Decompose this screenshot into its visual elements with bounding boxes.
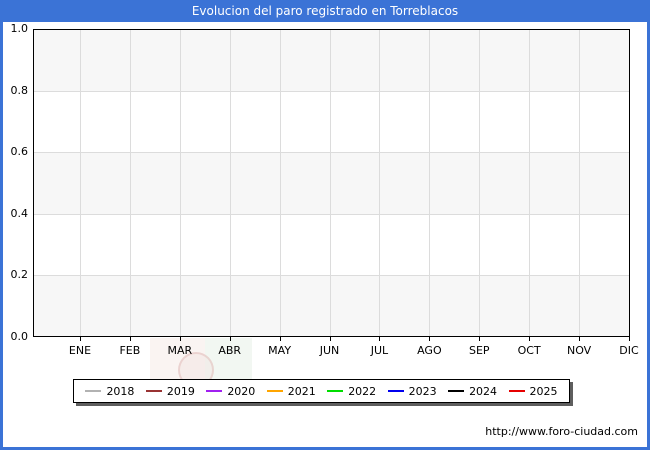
plot-band	[34, 30, 629, 92]
v-gridline	[379, 30, 381, 336]
legend-item: 2024	[448, 385, 497, 398]
v-gridline	[529, 30, 531, 336]
legend-line-swatch	[448, 390, 465, 392]
legend-item: 2020	[206, 385, 255, 398]
x-tick	[529, 337, 531, 341]
x-tick-label: ENE	[68, 344, 92, 357]
y-tick-label: 0.2	[10, 268, 29, 282]
legend-line-swatch	[266, 390, 283, 392]
watermark-coat-of-arms	[150, 338, 252, 402]
legend-year-label: 2021	[287, 384, 316, 398]
h-gridline	[34, 274, 629, 276]
legend-line-swatch	[387, 390, 404, 392]
v-gridline	[129, 30, 131, 336]
x-tick-label: AGO	[417, 344, 442, 357]
legend-line-swatch	[145, 390, 162, 392]
v-gridline	[279, 30, 281, 336]
y-tick-label: 0.4	[10, 206, 29, 220]
x-tick	[429, 337, 431, 341]
footer-url[interactable]: http://www.foro-ciudad.com	[485, 425, 638, 438]
legend-line-swatch	[206, 390, 223, 392]
x-tick-label: JUL	[370, 344, 389, 357]
v-gridline	[629, 30, 630, 336]
legend: 2018 2019 2020 2021 2022 2023 2024 2025	[73, 379, 570, 403]
x-tick-label: JUN	[319, 344, 340, 357]
x-tick	[479, 337, 481, 341]
x-tick-label: DIC	[619, 344, 639, 357]
legend-item: 2019	[145, 384, 195, 398]
y-tick-label: 0.0	[10, 330, 29, 343]
x-tick-label: MAY	[268, 344, 292, 357]
plot-area	[33, 29, 630, 337]
x-tick-label: FEB	[119, 344, 141, 357]
plot-band	[34, 152, 629, 214]
x-tick-label: OCT	[517, 344, 541, 357]
plot-band	[34, 213, 629, 275]
y-tick-label: 0.8	[10, 83, 29, 97]
legend-year-label: 2020	[227, 384, 256, 398]
x-tick	[129, 337, 131, 341]
v-gridline	[579, 30, 581, 336]
legend-year-label: 2025	[529, 384, 558, 398]
legend-year-label: 2018	[106, 384, 135, 398]
x-tick	[80, 337, 81, 341]
x-tick-label: NOV	[566, 344, 592, 357]
legend-item: 2021	[266, 384, 316, 398]
legend-item: 2025	[508, 384, 558, 398]
x-tick-label: MAR	[167, 344, 193, 357]
x-tick-label: SEP	[468, 344, 490, 357]
legend-year-label: 2022	[348, 384, 377, 398]
x-tick	[329, 337, 331, 341]
v-gridline	[229, 30, 231, 336]
x-tick	[379, 337, 381, 341]
legend-year-label: 2024	[469, 384, 498, 398]
plot-band	[34, 91, 629, 153]
legend-item: 2023	[387, 384, 437, 398]
legend-year-label: 2023	[408, 384, 437, 398]
legend-item: 2022	[327, 385, 376, 398]
h-gridline	[34, 152, 629, 154]
x-tick	[179, 337, 181, 341]
legend-line-swatch	[508, 390, 525, 392]
v-gridline	[179, 30, 181, 336]
x-tick-label: ABR	[218, 344, 242, 357]
x-tick	[579, 337, 581, 341]
legend-line-swatch	[85, 390, 102, 392]
y-tick-label: 0.6	[10, 145, 29, 159]
chart-title: Evolucion del paro registrado en Torrebl…	[191, 4, 459, 18]
legend-item: 2018	[85, 385, 134, 398]
x-tick	[229, 337, 231, 341]
legend-year-label: 2019	[166, 384, 195, 398]
h-gridline	[34, 213, 629, 215]
v-gridline	[80, 30, 81, 336]
title-bar: Evolucion del paro registrado en Torrebl…	[0, 0, 650, 22]
h-gridline	[34, 91, 629, 93]
x-tick	[279, 337, 281, 341]
y-tick-label: 1.0	[10, 22, 29, 35]
legend-line-swatch	[327, 390, 344, 392]
v-gridline	[429, 30, 431, 336]
plot-band	[34, 274, 629, 336]
x-tick	[629, 337, 630, 341]
v-gridline	[329, 30, 331, 336]
v-gridline	[479, 30, 481, 336]
